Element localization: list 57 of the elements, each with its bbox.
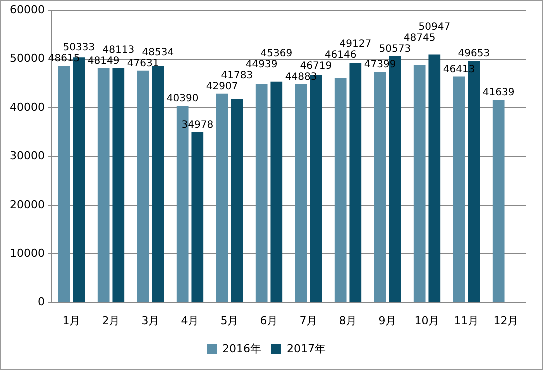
x-tick-label: 10月 [414,314,440,328]
legend-label: 2017年 [287,342,326,356]
data-label: 48745 [404,33,436,44]
data-label: 44939 [246,59,278,70]
bar [334,78,347,302]
bar [374,72,386,302]
data-label: 50947 [418,22,451,34]
x-tick-label: 2月 [102,314,120,328]
x-tick-label: 7月 [300,314,318,328]
data-label: 49127 [340,38,372,50]
data-label: 42907 [206,81,238,92]
bar [192,132,204,302]
bar [350,64,362,302]
y-tick-label: 60000 [10,3,45,16]
bar [256,84,268,302]
legend-label: 2016年 [222,342,262,356]
data-label: 48113 [102,44,135,56]
bar [492,100,505,302]
y-tick-label: 0 [38,296,45,309]
x-tick-label: 8月 [339,314,358,328]
y-tick-label: 40000 [10,100,45,114]
bar [428,54,441,302]
data-label: 48149 [88,56,120,67]
bar [453,76,466,302]
bar [270,82,283,302]
data-label: 50573 [379,44,412,56]
data-label: 46719 [300,60,332,72]
x-tick-label: 5月 [220,314,239,328]
data-label: 47631 [127,58,160,70]
x-tick-label: 11月 [454,314,480,328]
data-label: 41783 [221,70,254,82]
data-label: 48534 [142,47,174,58]
data-label: 41639 [482,88,515,99]
bar [231,99,244,302]
x-tick-label: 4月 [181,314,200,328]
y-tick-label: 20000 [10,198,45,212]
x-tick-label: 12月 [494,314,519,328]
data-label: 45369 [260,48,293,60]
data-label: 40390 [166,94,199,105]
data-label: 46146 [324,50,357,61]
bar [112,68,125,302]
x-tick-label: 1月 [62,314,81,328]
x-tick-label: 9月 [378,314,397,328]
bar [98,68,110,302]
y-tick-label: 50000 [10,52,45,66]
y-tick-label: 30000 [10,150,45,163]
bar [295,84,308,302]
bar [137,70,150,302]
x-tick-label: 3月 [142,314,160,328]
bar [58,66,70,302]
bar [414,65,426,302]
y-tick-label: 10000 [10,246,45,260]
data-label: 49653 [458,48,490,60]
data-label: 50333 [63,42,96,54]
x-tick-label: 6月 [260,314,278,328]
bar [152,66,164,302]
bar [216,94,228,302]
